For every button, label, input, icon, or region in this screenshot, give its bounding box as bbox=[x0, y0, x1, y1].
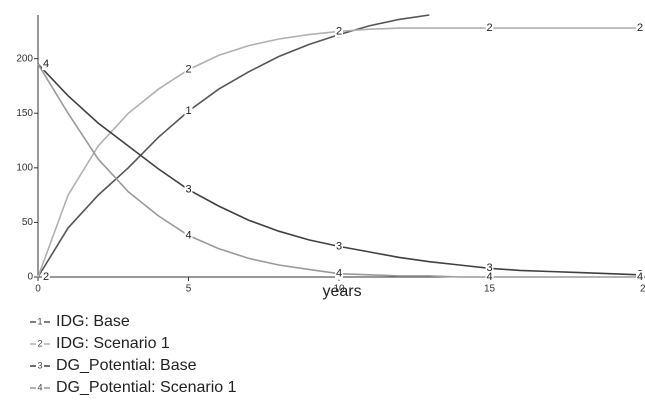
series-marker: 4 bbox=[486, 271, 492, 283]
series-marker-bg bbox=[636, 22, 644, 35]
series-marker: 4 bbox=[336, 268, 342, 280]
series-marker-bg bbox=[184, 183, 193, 196]
series-marker: 3 bbox=[486, 262, 492, 274]
legend-label: DG_Potential: Base bbox=[56, 357, 197, 374]
series-marker-bg bbox=[184, 229, 193, 242]
legend-label: IDG: Base bbox=[56, 313, 130, 330]
series-marker-bg bbox=[184, 63, 193, 76]
series-marker: 3 bbox=[336, 240, 342, 252]
series-marker-bg bbox=[485, 271, 494, 283]
series-line bbox=[37, 14, 430, 278]
series-marker-bg bbox=[335, 25, 343, 38]
series-marker: 4 bbox=[43, 58, 49, 70]
series-marker: 3 bbox=[185, 184, 191, 196]
series-marker: 1 bbox=[185, 105, 191, 117]
series-marker: 4 bbox=[185, 229, 191, 241]
y-tick-label: 150 bbox=[16, 108, 33, 119]
series-marker: 4 bbox=[637, 271, 643, 283]
series-marker-bg bbox=[485, 262, 494, 275]
series-marker-bg bbox=[335, 240, 343, 253]
series-marker-bg bbox=[335, 267, 343, 280]
series-marker-bg bbox=[636, 271, 644, 283]
x-tick-label: 10 bbox=[333, 284, 345, 295]
x-tick-label: 0 bbox=[35, 284, 41, 295]
legend-marker: 4 bbox=[37, 382, 42, 392]
legend-marker: 1 bbox=[37, 316, 42, 326]
x-tick-label: 15 bbox=[484, 284, 496, 295]
series-marker-bg bbox=[42, 271, 50, 283]
legend-marker-bg bbox=[36, 339, 44, 349]
y-tick-label: 100 bbox=[16, 162, 33, 173]
legend-marker-bg bbox=[36, 383, 44, 393]
series-marker: 2 bbox=[43, 271, 49, 283]
series-marker: 2 bbox=[486, 22, 492, 34]
x-tick-label: 5 bbox=[186, 284, 192, 295]
legend-label: IDG: Scenario 1 bbox=[56, 335, 170, 352]
series-marker-bg bbox=[485, 22, 494, 35]
legend-marker-bg bbox=[36, 361, 44, 371]
x-tick-label: 2 bbox=[640, 284, 645, 295]
legend-marker-bg bbox=[36, 317, 44, 327]
series-marker: 2 bbox=[637, 22, 643, 34]
series-marker: 2 bbox=[185, 63, 191, 75]
legend-label: DG_Potential: Scenario 1 bbox=[56, 379, 237, 396]
series-marker-bg bbox=[42, 58, 50, 71]
y-tick-label: 200 bbox=[16, 53, 33, 64]
y-tick-label: 0 bbox=[27, 272, 33, 283]
series-marker: 2 bbox=[336, 25, 342, 37]
x-axis-label: years bbox=[322, 283, 361, 300]
series-marker-bg bbox=[184, 105, 193, 118]
legend-marker: 3 bbox=[37, 360, 42, 370]
y-tick-label: 50 bbox=[22, 217, 34, 228]
legend-marker: 2 bbox=[37, 338, 42, 348]
